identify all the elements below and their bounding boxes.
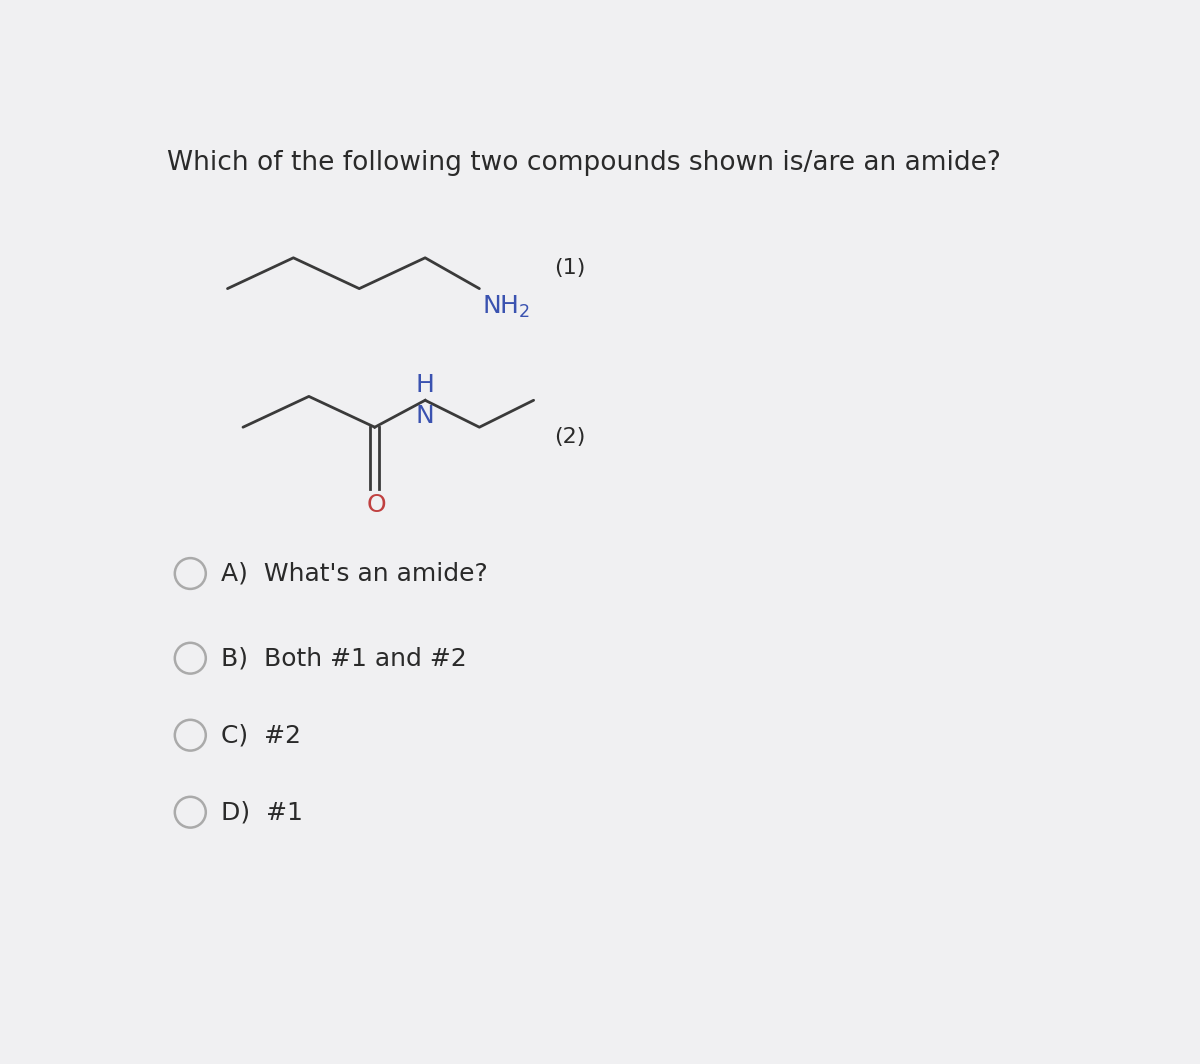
Text: H: H [415,373,434,397]
Text: N: N [415,404,434,428]
Text: O: O [366,494,386,517]
Text: NH$_2$: NH$_2$ [481,294,530,320]
Text: C)  #2: C) #2 [221,724,301,747]
Text: A)  What's an amide?: A) What's an amide? [221,562,488,585]
Text: Which of the following two compounds shown is/are an amide?: Which of the following two compounds sho… [167,150,1001,176]
Text: B)  Both #1 and #2: B) Both #1 and #2 [221,646,467,670]
Text: D)  #1: D) #1 [221,800,304,825]
Text: (1): (1) [554,257,586,278]
Text: (2): (2) [554,428,586,447]
